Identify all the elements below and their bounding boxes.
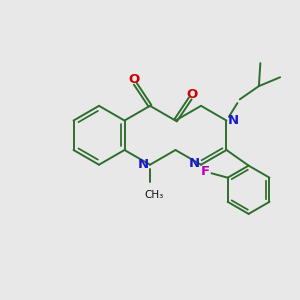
Text: N: N [227, 114, 239, 127]
Text: F: F [201, 165, 210, 178]
Text: CH₃: CH₃ [144, 190, 163, 200]
Text: O: O [128, 73, 140, 86]
Text: N: N [138, 158, 149, 171]
Text: N: N [189, 157, 200, 170]
Text: O: O [186, 88, 197, 100]
